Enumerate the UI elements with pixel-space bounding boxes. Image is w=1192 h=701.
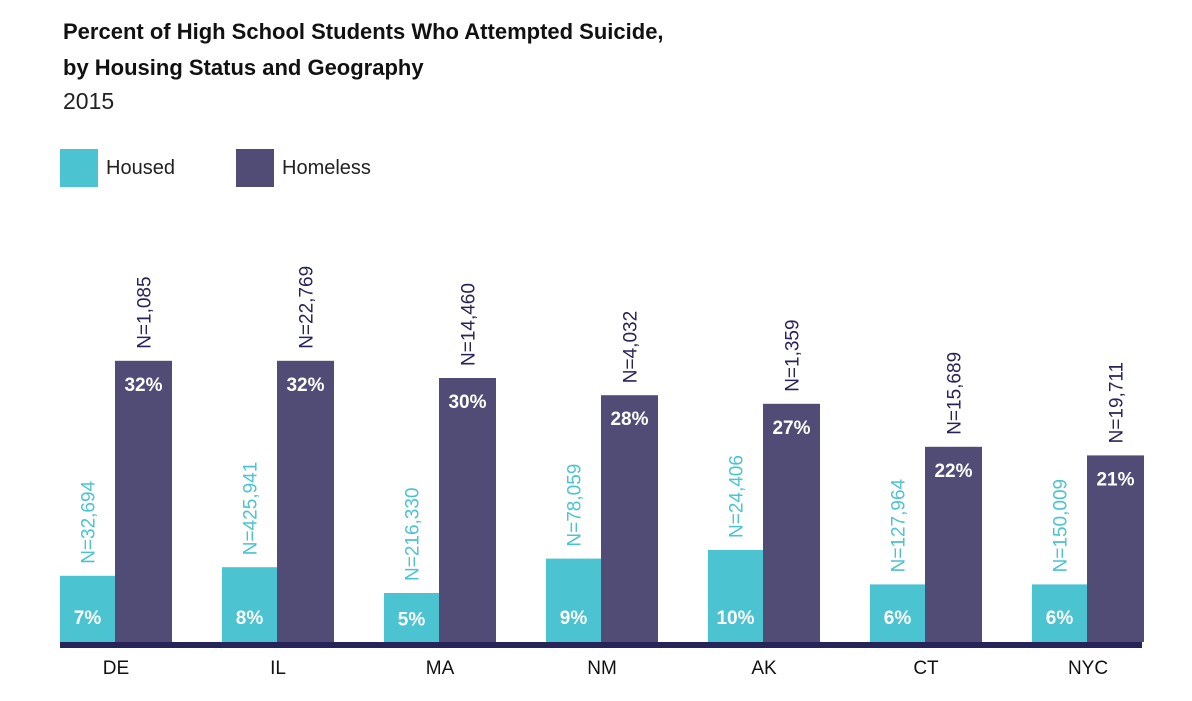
bar-housed-il [222, 567, 277, 642]
legend-swatch-housed [60, 149, 98, 187]
n-label-housed: N=32,694 [79, 480, 100, 563]
n-label-homeless: N=4,032 [621, 311, 642, 383]
value-label-housed: 7% [74, 608, 102, 629]
category-label: NYC [1068, 658, 1108, 679]
bar-homeless-il [277, 360, 334, 642]
legend-item-housed: Housed [60, 149, 175, 187]
category-label: DE [103, 658, 129, 679]
legend-label-housed: Housed [106, 156, 175, 179]
legend-item-homeless: Homeless [236, 149, 371, 187]
value-label-homeless: 21% [1096, 469, 1134, 490]
bar-homeless-nm [601, 395, 658, 642]
n-label-housed: N=216,330 [403, 488, 424, 582]
legend-swatch-homeless [236, 149, 274, 187]
n-label-homeless: N=22,769 [297, 266, 318, 349]
value-label-homeless: 32% [124, 375, 162, 396]
bar-housed-ct [870, 584, 925, 642]
bar-homeless-ct [925, 446, 982, 642]
n-label-housed: N=127,964 [889, 478, 910, 572]
bar-homeless-de [115, 360, 172, 642]
category-label: IL [270, 658, 286, 679]
bar-housed-de [60, 575, 115, 642]
value-label-homeless: 28% [610, 409, 648, 430]
chart-title: Percent of High School Students Who Atte… [63, 14, 664, 86]
n-label-homeless: N=1,359 [783, 319, 804, 391]
category-label: NM [587, 658, 617, 679]
value-label-homeless: 22% [934, 461, 972, 482]
n-label-housed: N=150,009 [1051, 479, 1072, 573]
chart-title-line1: Percent of High School Students Who Atte… [63, 19, 664, 44]
n-label-homeless: N=15,689 [945, 352, 966, 435]
value-label-housed: 6% [884, 608, 912, 629]
n-label-housed: N=24,406 [727, 455, 748, 538]
bar-housed-ma [384, 593, 439, 642]
bar-homeless-nyc [1087, 455, 1144, 642]
chart-subtitle: 2015 [63, 88, 115, 114]
value-label-housed: 8% [236, 608, 264, 629]
value-label-homeless: 32% [286, 375, 324, 396]
value-label-housed: 9% [560, 608, 588, 629]
x-axis-line [60, 642, 1142, 648]
bar-homeless-ak [763, 403, 820, 642]
category-label: AK [751, 658, 777, 679]
legend-label-homeless: Homeless [282, 156, 371, 179]
n-label-homeless: N=1,085 [135, 276, 156, 348]
value-label-housed: 10% [716, 608, 754, 629]
n-label-homeless: N=14,460 [459, 283, 480, 366]
bar-homeless-ma [439, 378, 496, 642]
value-label-housed: 5% [398, 610, 426, 631]
chart-title-line2: by Housing Status and Geography [63, 55, 424, 80]
bar-housed-nm [546, 558, 601, 642]
bar-housed-ak [708, 550, 763, 642]
bar-housed-nyc [1032, 584, 1087, 642]
n-label-homeless: N=19,711 [1107, 362, 1128, 444]
category-label: CT [913, 658, 939, 679]
category-label: MA [426, 658, 455, 679]
value-label-housed: 6% [1046, 608, 1074, 629]
n-label-housed: N=425,941 [241, 462, 262, 556]
value-label-homeless: 30% [448, 392, 486, 413]
n-label-housed: N=78,059 [565, 464, 586, 547]
value-label-homeless: 27% [772, 418, 810, 439]
